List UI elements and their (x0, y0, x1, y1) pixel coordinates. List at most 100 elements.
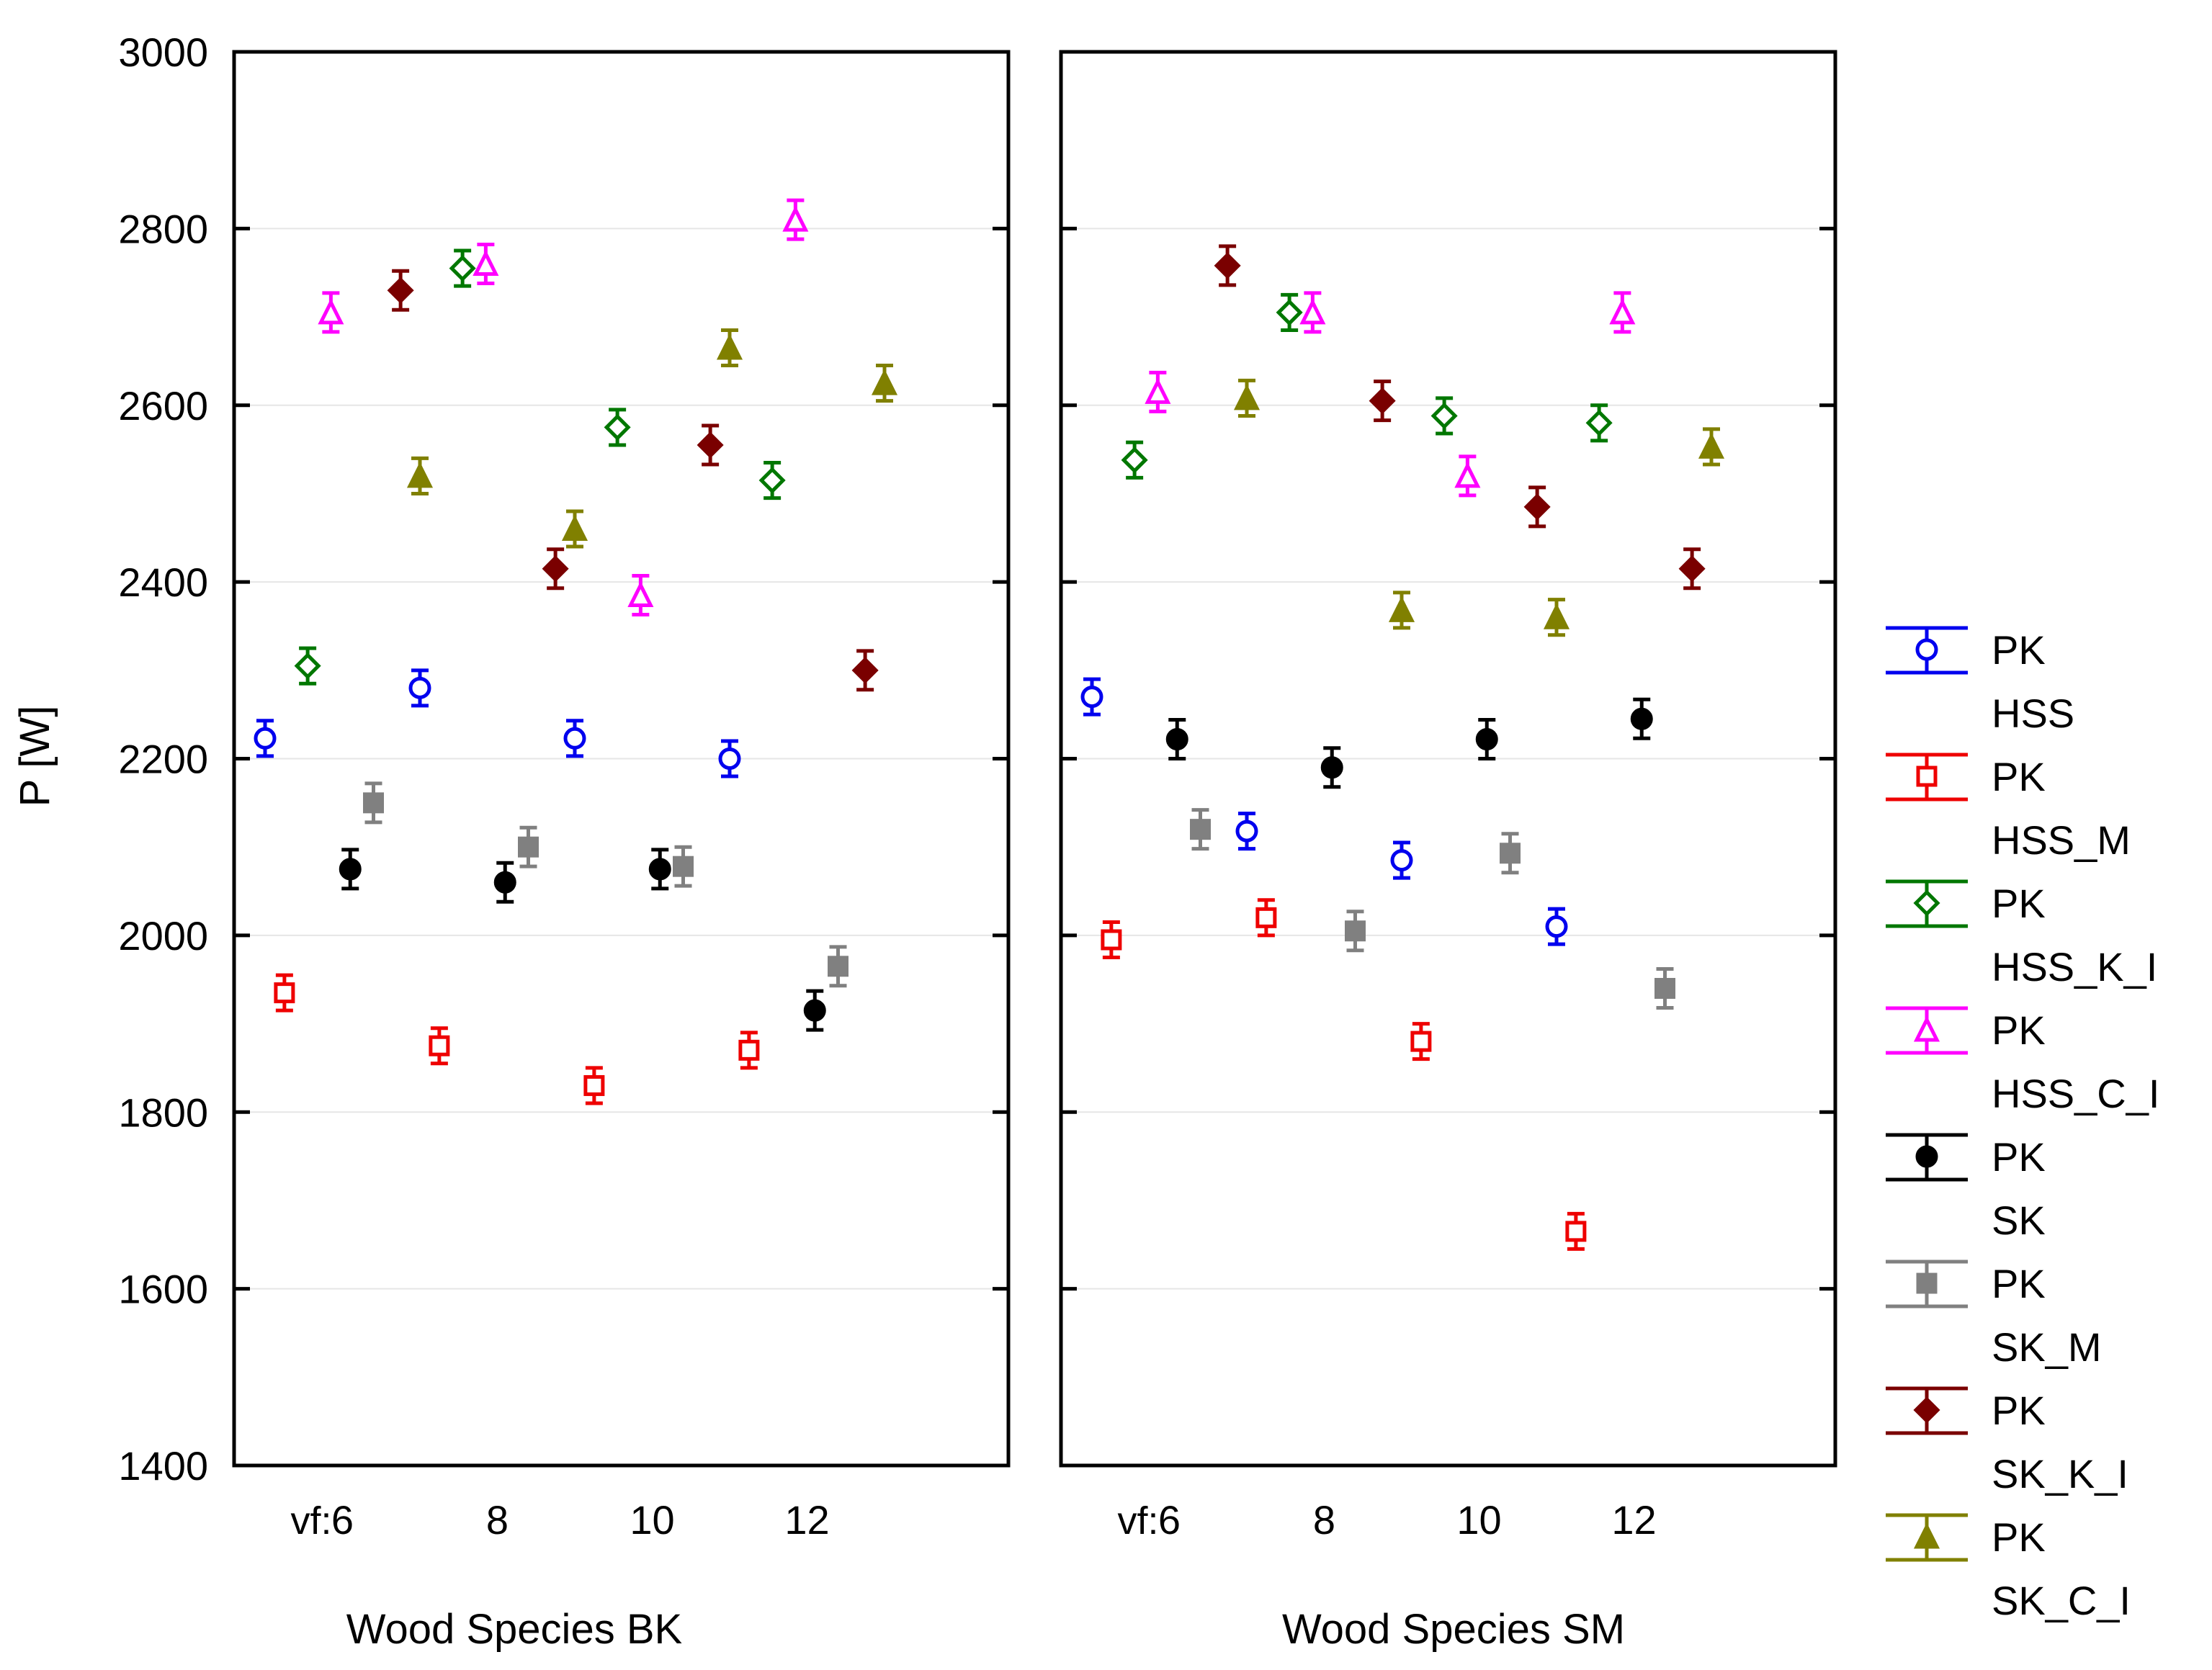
data-marker (1145, 377, 1171, 404)
point-sm-pk-hss-m-8 (1255, 898, 1277, 938)
data-marker (1165, 728, 1188, 751)
x-axis-label-bk: Wood Species BK (346, 1606, 683, 1653)
data-marker (1545, 915, 1568, 938)
y-axis-label: P [W] (12, 706, 58, 807)
y-tick-label-2400: 2400 (118, 560, 208, 605)
data-marker (1235, 820, 1258, 843)
legend-label-line2: SK (1992, 1198, 2046, 1243)
data-marker (1585, 409, 1613, 436)
x-tick-label-sm-10: 10 (1456, 1497, 1501, 1543)
point-bk-pk-sk-m-12 (828, 945, 848, 988)
data-marker (1121, 446, 1148, 474)
data-marker (1388, 596, 1415, 622)
data-marker (408, 676, 431, 699)
legend-item-pk-sk-k-i: PK SK_K_I (1886, 1386, 2128, 1496)
point-bk-pk-sk-6 (339, 848, 362, 891)
panel-wood-species-sm: vf: 6 8 10 12 Wood Species SM (1059, 50, 1837, 1653)
data-marker (406, 462, 434, 488)
data-marker (851, 657, 879, 684)
y-tick-label-1800: 1800 (118, 1090, 208, 1135)
data-marker (294, 652, 321, 680)
x-tick-label-sm-8: 8 (1313, 1497, 1335, 1543)
point-sm-pk-hss-6 (1080, 677, 1103, 717)
point-sm-pk-sk-8 (1320, 746, 1343, 789)
legend-marker (1913, 889, 1940, 917)
point-sm-pk-hss-c-i-10 (1454, 454, 1481, 498)
point-sm-pk-hss-k-i-6 (1121, 440, 1148, 480)
data-marker (1101, 929, 1122, 951)
point-bk-pk-sk-k-i-10 (697, 423, 724, 467)
legend-marker (1915, 1145, 1938, 1168)
point-sm-pk-hss-k-i-10 (1430, 396, 1458, 436)
data-marker (254, 727, 277, 750)
point-bk-pk-hss-c-i-6 (318, 291, 344, 334)
point-bk-pk-sk-8 (493, 861, 516, 904)
point-sm-pk-sk-m-12 (1654, 966, 1675, 1010)
x-axis-label-sm: Wood Species SM (1282, 1606, 1625, 1653)
point-sm-pk-hss-k-i-12 (1585, 403, 1613, 443)
data-marker (697, 431, 724, 459)
point-bk-pk-hss-k-i-10 (604, 408, 631, 447)
point-bk-pk-sk-c-i-10 (716, 328, 743, 368)
point-bk-pk-hss-k-i-8 (449, 248, 476, 288)
legend-label-line2: HSS (1992, 691, 2074, 736)
data-marker (318, 298, 344, 325)
data-marker (274, 982, 295, 1004)
data-marker (1255, 907, 1277, 928)
point-bk-pk-hss-m-8 (429, 1026, 450, 1066)
x-tick-prefix-bk: vf: (290, 1499, 331, 1543)
x-tick-label-bk-10: 10 (630, 1497, 674, 1543)
point-sm-pk-sk-k-i-12 (1678, 547, 1706, 591)
data-marker (1543, 603, 1570, 629)
data-marker (1080, 686, 1103, 709)
point-bk-pk-hss-k-i-6 (294, 646, 321, 686)
legend-marker (1915, 638, 1938, 661)
point-bk-pk-sk-m-8 (518, 825, 539, 868)
point-sm-pk-hss-m-12 (1565, 1211, 1587, 1251)
legend-marker (1916, 1272, 1938, 1294)
data-marker (1320, 756, 1343, 779)
data-marker (1410, 1031, 1432, 1052)
point-bk-pk-hss-6 (254, 719, 277, 758)
data-marker (339, 858, 362, 881)
data-marker (1630, 707, 1653, 730)
legend-item-pk-hss-c-i: PK HSS_C_I (1886, 1006, 2159, 1116)
data-marker (563, 727, 586, 750)
point-sm-pk-sk-6 (1165, 718, 1188, 760)
legend-label-line1: PK (1992, 1514, 2046, 1560)
point-bk-pk-hss-k-i-12 (758, 460, 786, 500)
x-tick-label-sm-6: 6 (1158, 1497, 1181, 1543)
point-bk-pk-hss-10 (563, 719, 586, 758)
data-marker (449, 255, 476, 282)
data-marker (627, 580, 654, 608)
legend-label-line2: HSS_C_I (1992, 1071, 2159, 1116)
point-bk-pk-hss-m-10 (583, 1066, 605, 1105)
data-marker (429, 1035, 450, 1056)
data-marker (718, 748, 741, 770)
legend-label-line2: HSS_M (1992, 817, 2131, 863)
legend-marker (1913, 1522, 1940, 1549)
panel-wood-species-bk: 1400 1600 1800 2000 2200 2400 2600 2800 3000 vf:… (118, 30, 1011, 1653)
point-sm-pk-sk-c-i-10 (1543, 598, 1570, 637)
point-bk-pk-hss-c-i-10 (627, 574, 654, 617)
data-marker (1214, 252, 1241, 279)
legend-item-pk-sk-c-i: PK SK_C_I (1886, 1513, 2131, 1623)
data-marker (473, 249, 499, 276)
y-tick-label-2600: 2600 (118, 383, 208, 428)
data-marker (1500, 843, 1521, 864)
point-sm-pk-hss-8 (1235, 812, 1258, 851)
y-tick-label-2200: 2200 (118, 737, 208, 782)
data-marker (1233, 384, 1261, 410)
x-tick-label-bk-6: 6 (331, 1497, 354, 1543)
point-sm-pk-sk-10 (1475, 718, 1498, 760)
data-marker (518, 836, 539, 858)
point-bk-pk-sk-m-10 (673, 845, 694, 888)
data-marker (1523, 493, 1551, 521)
point-sm-pk-hss-c-i-12 (1609, 291, 1636, 334)
point-sm-pk-sk-c-i-12 (1698, 427, 1725, 467)
data-marker (1654, 977, 1675, 999)
legend-marker (1913, 1396, 1940, 1424)
point-sm-pk-sk-c-i-6 (1233, 378, 1261, 418)
